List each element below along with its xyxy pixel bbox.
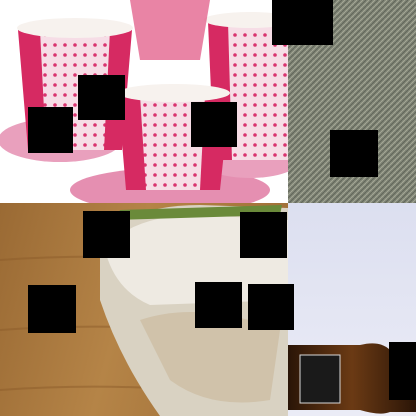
occluder [272,0,333,45]
occluder [83,211,130,258]
occluder [248,284,294,330]
occluder [191,102,237,147]
tile-cups [0,0,300,212]
occluders [28,0,416,400]
occluder [330,130,378,177]
occluder [28,285,76,333]
occluder [240,212,287,258]
occluder [195,282,242,328]
occluder [28,107,73,153]
occluder [389,342,416,400]
occluder [78,75,125,120]
